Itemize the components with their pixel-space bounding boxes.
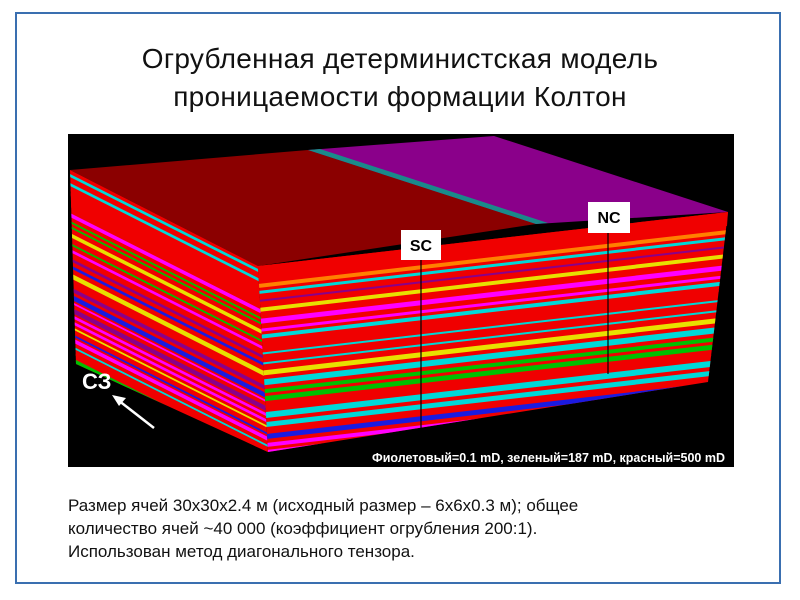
left-layer-stripe [70, 463, 268, 467]
front-layer-stripe [258, 336, 728, 394]
left-layer-stripe [70, 213, 268, 317]
left-layer-stripe [70, 337, 268, 441]
left-layer-stripe [70, 326, 268, 428]
left-layer-stripe [70, 443, 268, 452]
left-layer-stripe [70, 258, 268, 361]
front-layer-stripe [258, 246, 728, 302]
slide-title: Огрубленная детерминистская модель прони… [20, 40, 780, 116]
front-layer-stripe [258, 353, 728, 409]
well-label-nc-box [588, 202, 630, 233]
caption-line-2: количество ячей ~40 000 (коэффициент огр… [68, 519, 538, 538]
left-layer-stripe [70, 265, 268, 368]
well-label-nc: NC [597, 210, 621, 227]
left-layer-stripe [70, 351, 268, 452]
left-layer-stripe [70, 183, 268, 286]
front-layer-stripe [258, 299, 728, 355]
left-layer-stripe [70, 273, 268, 378]
direction-arrow-head [112, 395, 126, 406]
front-layer-stripe [258, 317, 728, 376]
front-layer-stripe [258, 381, 728, 440]
left-layer-stripe [70, 189, 268, 291]
front-layer-stripe [258, 265, 728, 324]
front-layer-stripe [258, 281, 728, 339]
front-layer-stripe [258, 254, 728, 312]
well-label-sc-box [401, 230, 441, 260]
left-layer-stripe [70, 301, 268, 403]
left-layer-stripe [70, 280, 268, 382]
slide-frame [15, 12, 781, 584]
left-layer-stripe [70, 307, 268, 412]
left-layer-stripe [70, 193, 268, 296]
left-layer-stripe [70, 294, 268, 399]
front-layer-stripe [258, 237, 728, 294]
left-layer-stripe [70, 435, 268, 452]
left-layer-stripe [70, 452, 268, 467]
front-layer-stripe [258, 275, 728, 332]
front-layer-stripe [258, 230, 728, 288]
title-line-1: Огрубленная детерминистская модель [141, 43, 659, 74]
slide-caption: Размер ячей 30x30x2.4 м (исходный размер… [68, 494, 748, 563]
left-layer-stripe [70, 287, 268, 391]
front-layer-stripe [258, 359, 728, 419]
top-face-teal-band [308, 149, 548, 224]
color-legend: Фиолетовый=0.1 mD, зеленый=187 mD, красн… [372, 451, 725, 465]
caption-line-3: Использован метод диагонального тензора. [68, 542, 415, 561]
direction-label: СЗ [82, 369, 111, 394]
permeability-model-figure: SC NC СЗ Фиолетовый=0.1 mD, зеленый=187 … [68, 134, 734, 467]
left-layer-stripe [70, 226, 268, 328]
left-layer-stripe [70, 202, 268, 307]
model-3d-render: SC NC СЗ Фиолетовый=0.1 mD, зеленый=187 … [70, 136, 728, 467]
caption-line-1: Размер ячей 30x30x2.4 м (исходный размер… [68, 496, 579, 515]
left-layer-stripe [70, 333, 268, 435]
front-layer-stripe [258, 309, 728, 365]
front-layer-stripe [258, 289, 728, 345]
direction-arrow-shaft [117, 399, 155, 429]
front-layer-stripe [258, 326, 728, 386]
well-label-sc: SC [410, 238, 433, 255]
left-layer-stripe [70, 174, 268, 277]
title-line-2: проницаемости формации Колтон [173, 81, 627, 112]
front-layer-stripe [258, 369, 728, 428]
left-layer-stripe [70, 243, 268, 345]
left-layer-stripe [70, 345, 268, 447]
front-layer-stripe [258, 343, 728, 402]
left-layer-stripe [70, 314, 268, 417]
left-layer-stripe [70, 320, 268, 423]
left-layer-stripe [70, 233, 268, 337]
left-layer-stripe [70, 221, 268, 323]
left-layer-stripe [70, 249, 268, 352]
